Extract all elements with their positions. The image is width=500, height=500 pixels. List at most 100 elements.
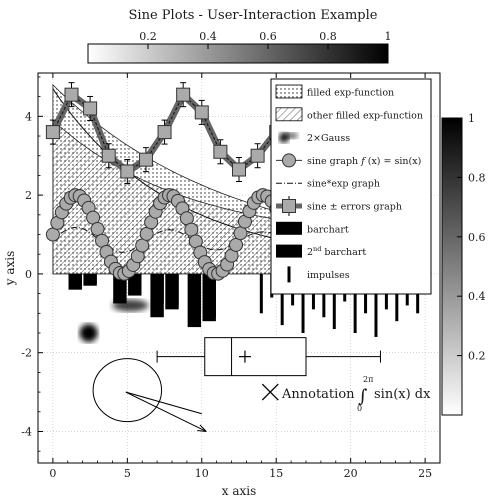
top-colorbar-tick-label: 1: [385, 30, 392, 43]
legend-label: filled exp-function: [307, 88, 394, 99]
legend-swatch-bar: [276, 244, 302, 258]
annotations: Annotation 2π ∫ 0 sin(x) dx: [261, 375, 431, 413]
y-axis-label: y axis: [3, 251, 17, 287]
legend: filled exp-function other filled exp-func…: [270, 78, 432, 295]
x-tick-label: 25: [418, 467, 432, 480]
x-tick-label: 15: [269, 467, 283, 480]
legend-swatch-hatch: [275, 107, 303, 122]
x-tick-label: 20: [344, 467, 358, 480]
barchart2-bar: [135, 273, 142, 292]
top-colorbar: 0.2 0.4 0.6 0.8 1: [87, 30, 392, 64]
annotation-x-marker: [261, 383, 279, 401]
y-tick-label: 0: [25, 268, 32, 281]
right-colorbar: 0.2 0.4 0.6 0.8 1: [441, 112, 486, 416]
y-tick-label: -4: [21, 425, 32, 438]
legend-item: 2×Gauss: [276, 130, 350, 144]
annotation-arrow: [125, 391, 207, 432]
legend-swatch-bar: [276, 221, 302, 235]
right-colorbar-tick-label: 1: [468, 112, 475, 125]
legend-item: barchart: [276, 221, 349, 235]
legend-label: impulses: [307, 270, 350, 281]
annotation-arrowhead: [197, 424, 207, 432]
right-colorbar-tick-label: 0.4: [468, 290, 486, 303]
sine-point: [233, 226, 248, 241]
top-colorbar-gradient: [87, 43, 389, 64]
legend-label: sine ± errors graph: [307, 202, 402, 213]
legend-label: 2nd barchart: [307, 245, 366, 258]
sine-point: [45, 227, 60, 242]
legend-item: other filled exp-function: [275, 107, 423, 122]
barchart2-bar: [75, 273, 82, 286]
errors-point: [194, 105, 209, 120]
legend-item: 2nd barchart: [276, 244, 366, 258]
integral-lower-limit: 0: [357, 404, 362, 413]
legend-label: sine graph f (x) = sin(x): [307, 156, 421, 167]
gauss-blob-core: [79, 324, 98, 342]
errors-point: [213, 144, 228, 159]
annotation-text: Annotation: [281, 387, 355, 402]
integral-upper-limit: 2π: [363, 375, 373, 384]
barchart2-bar: [172, 273, 179, 306]
errors-point: [250, 148, 265, 163]
integral-expression: sin(x) dx: [374, 387, 431, 402]
top-colorbar-tick-label: 0.2: [139, 30, 157, 43]
barchart-bar: [83, 273, 97, 286]
errors-point: [101, 148, 116, 163]
barchart2-bar: [157, 273, 164, 304]
right-colorbar-ticks: 0.2 0.4 0.6 0.8 1: [457, 112, 486, 363]
legend-swatch-gauss-tail: [284, 132, 298, 139]
legend-label: sine*exp graph: [307, 179, 380, 190]
annotation-ellipse: [92, 358, 163, 423]
top-colorbar-tick-label: 0.8: [319, 30, 337, 43]
y-tick-label: 2: [25, 189, 32, 202]
boxplot-box: [204, 337, 307, 377]
top-colorbar-tick-label: 0.6: [259, 30, 277, 43]
x-tick-label: 0: [49, 467, 56, 480]
legend-swatch-square: [282, 199, 296, 213]
errors-point: [45, 125, 60, 140]
plot-frame: [37, 72, 441, 464]
gauss-blob-tail: [112, 299, 149, 312]
barchart2-bar: [209, 273, 216, 318]
errors-point: [232, 162, 246, 177]
integral-sign: ∫: [358, 386, 368, 407]
legend-item: sine ± errors graph: [276, 196, 402, 216]
errors-point: [157, 125, 172, 140]
x-tick-label: 5: [124, 467, 131, 480]
legend-label: 2×Gauss: [307, 133, 350, 144]
y-tick-label: -2: [21, 347, 32, 360]
sine-point: [90, 221, 105, 236]
legend-item: sine graph f (x) = sin(x): [276, 153, 421, 168]
errors-point: [83, 101, 98, 116]
errors-point: [138, 152, 153, 167]
legend-label: barchart: [307, 224, 349, 235]
right-colorbar-tick-label: 0.2: [468, 350, 486, 363]
barchart2-bar: [195, 273, 202, 314]
legend-swatch-dots: [275, 84, 303, 99]
top-colorbar-ticks: 0.2 0.4 0.6 0.8 1: [139, 30, 392, 49]
sine-point: [184, 222, 199, 237]
right-colorbar-gradient: [441, 117, 463, 416]
y-tick-label: 4: [25, 110, 32, 123]
legend-item: sine*exp graph: [276, 179, 380, 190]
x-axis-label: x axis: [222, 484, 257, 498]
x-tick-label: 10: [195, 467, 209, 480]
errors-point: [176, 87, 191, 102]
legend-item: impulses: [287, 266, 350, 283]
barchart2-bar: [120, 273, 127, 294]
y-axis-ticks: -4 -2 0 2 4: [21, 76, 43, 452]
top-colorbar-tick-label: 0.4: [199, 30, 217, 43]
errors-point: [64, 87, 79, 102]
legend-swatch-circle: [282, 153, 296, 168]
errors-point: [120, 164, 135, 179]
sine-point: [229, 237, 244, 252]
legend-item: filled exp-function: [275, 84, 394, 99]
right-colorbar-tick-label: 0.8: [468, 171, 486, 184]
legend-label: other filled exp-function: [307, 110, 423, 121]
x-axis-ticks: 0 5 10 15 20 25: [37, 73, 441, 480]
right-colorbar-tick-label: 0.6: [468, 231, 486, 244]
barchart2-bar: [90, 273, 97, 284]
sine-point: [135, 238, 150, 253]
annotation-pointer: [125, 391, 202, 415]
